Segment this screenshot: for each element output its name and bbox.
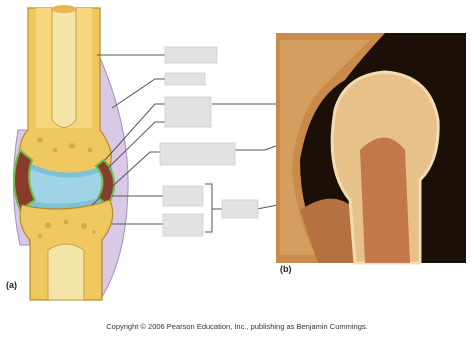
label-box[interactable]: [164, 46, 218, 64]
label-box[interactable]: [162, 185, 204, 207]
synovial-membrane-right: [94, 158, 115, 207]
label-box[interactable]: [159, 142, 236, 166]
marrow: [360, 137, 410, 263]
synovial-membrane-left: [13, 148, 37, 212]
panel-label: (a): [6, 280, 17, 290]
cavity-top: [52, 5, 76, 13]
label-boxes: [159, 46, 259, 237]
panel-label: (b): [280, 264, 292, 274]
label-box[interactable]: [164, 96, 212, 128]
joint-illustration: [12, 5, 129, 301]
photo: [276, 33, 466, 265]
marrow-cavity: [51, 7, 77, 128]
glenoid: [300, 198, 360, 263]
copyright: Copyright © 2006 Pearson Education, Inc.…: [106, 322, 368, 331]
label-box[interactable]: [162, 213, 204, 237]
lower-marrow-cavity: [47, 243, 85, 301]
spongy-texture: [37, 137, 96, 238]
articular-cartilage-lower: [23, 195, 109, 209]
tissue-highlight: [280, 40, 370, 255]
label-box[interactable]: [221, 199, 259, 219]
label-box[interactable]: [164, 72, 206, 86]
